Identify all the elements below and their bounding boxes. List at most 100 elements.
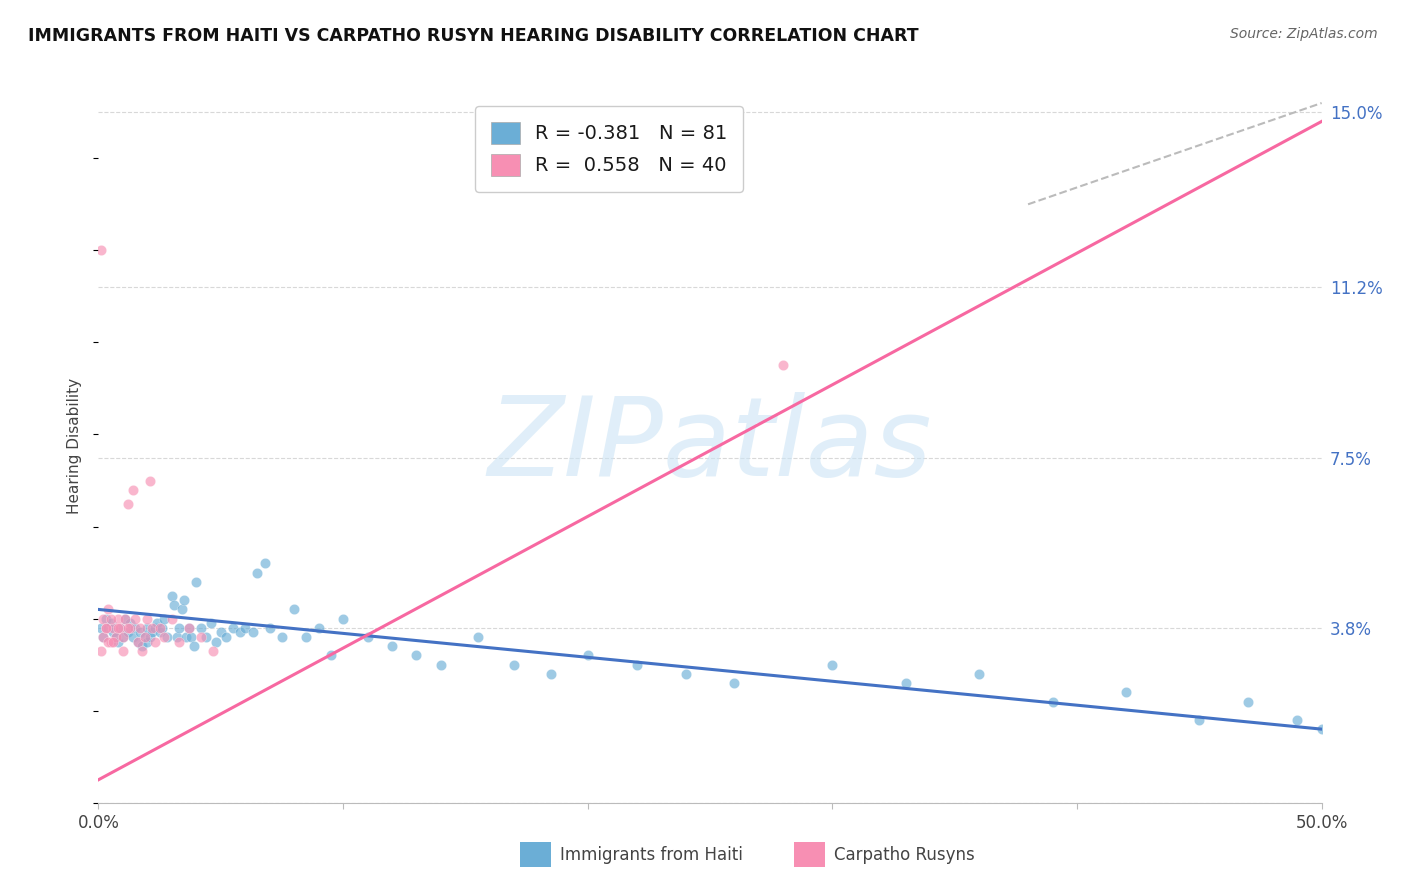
Point (97, 621, 120, 635)
Point (183, 640, 205, 654)
Point (295, 630, 318, 644)
Point (405, 648, 427, 663)
Point (381, 640, 404, 654)
Point (127, 634, 149, 648)
Point (136, 634, 159, 648)
Legend: R = -0.381   N = 81, R =  0.558   N = 40: R = -0.381 N = 81, R = 0.558 N = 40 (475, 106, 744, 192)
Point (576, 648, 599, 663)
Text: ZIPatlas: ZIPatlas (488, 392, 932, 500)
Point (110, 621, 132, 635)
Point (723, 676, 745, 690)
Point (1042, 694, 1064, 708)
Point (1360, 704, 1382, 718)
Point (467, 630, 489, 644)
Point (134, 630, 156, 644)
Point (242, 625, 264, 640)
Point (319, 648, 342, 663)
Point (163, 598, 186, 612)
Point (101, 621, 124, 635)
Point (173, 593, 195, 607)
Point (430, 657, 453, 672)
Point (127, 634, 149, 648)
Point (967, 666, 990, 681)
Point (104, 630, 127, 644)
Point (143, 634, 166, 648)
Point (270, 630, 294, 644)
Point (1310, 722, 1333, 736)
Point (190, 630, 212, 644)
Point (107, 612, 129, 626)
Point (675, 666, 697, 681)
Point (209, 625, 232, 640)
Point (156, 630, 179, 644)
Point (124, 621, 146, 635)
Point (332, 612, 354, 626)
Point (160, 589, 183, 603)
Point (186, 574, 208, 589)
Point (120, 621, 142, 635)
FancyBboxPatch shape (794, 842, 825, 867)
FancyBboxPatch shape (520, 842, 551, 867)
Point (141, 625, 163, 640)
Point (167, 621, 190, 635)
Point (139, 474, 162, 488)
Point (100, 634, 122, 648)
Point (136, 612, 159, 626)
Point (253, 557, 276, 571)
Point (190, 621, 212, 635)
Point (149, 625, 172, 640)
Point (114, 612, 136, 626)
Point (540, 666, 562, 681)
Point (107, 621, 129, 635)
Text: Source: ZipAtlas.com: Source: ZipAtlas.com (1230, 27, 1378, 41)
Point (129, 625, 152, 640)
Point (200, 616, 222, 631)
Point (214, 630, 236, 644)
Point (246, 566, 269, 580)
Point (772, 359, 794, 373)
Point (94, 612, 117, 626)
Point (177, 621, 200, 635)
Point (131, 644, 153, 658)
Point (100, 612, 122, 626)
Point (202, 644, 225, 658)
Point (177, 621, 200, 635)
Point (121, 483, 143, 497)
Point (91, 630, 114, 644)
Point (205, 634, 228, 648)
Point (97, 634, 120, 648)
Point (167, 634, 190, 648)
Point (104, 630, 127, 644)
Point (170, 602, 193, 616)
Point (90, 644, 112, 658)
Point (91, 630, 114, 644)
Point (1286, 713, 1309, 727)
Point (111, 630, 134, 644)
Point (131, 640, 153, 654)
Point (308, 621, 330, 635)
Point (136, 621, 159, 635)
Point (110, 621, 132, 635)
Point (149, 621, 172, 635)
Point (180, 630, 202, 644)
Point (117, 497, 139, 511)
Point (101, 634, 124, 648)
Point (821, 657, 844, 672)
Point (120, 616, 142, 631)
Point (176, 630, 198, 644)
Point (259, 621, 281, 635)
Point (356, 630, 378, 644)
Point (503, 657, 526, 672)
Point (222, 621, 245, 635)
Text: IMMIGRANTS FROM HAITI VS CARPATHO RUSYN HEARING DISABILITY CORRELATION CHART: IMMIGRANTS FROM HAITI VS CARPATHO RUSYN … (28, 27, 918, 45)
Point (153, 630, 176, 644)
Point (101, 625, 124, 640)
Point (160, 612, 183, 626)
Point (117, 621, 139, 635)
Text: Carpatho Rusyns: Carpatho Rusyns (834, 846, 974, 863)
Point (107, 634, 129, 648)
Point (626, 657, 648, 672)
Point (233, 621, 256, 635)
Point (195, 630, 218, 644)
Point (283, 602, 305, 616)
